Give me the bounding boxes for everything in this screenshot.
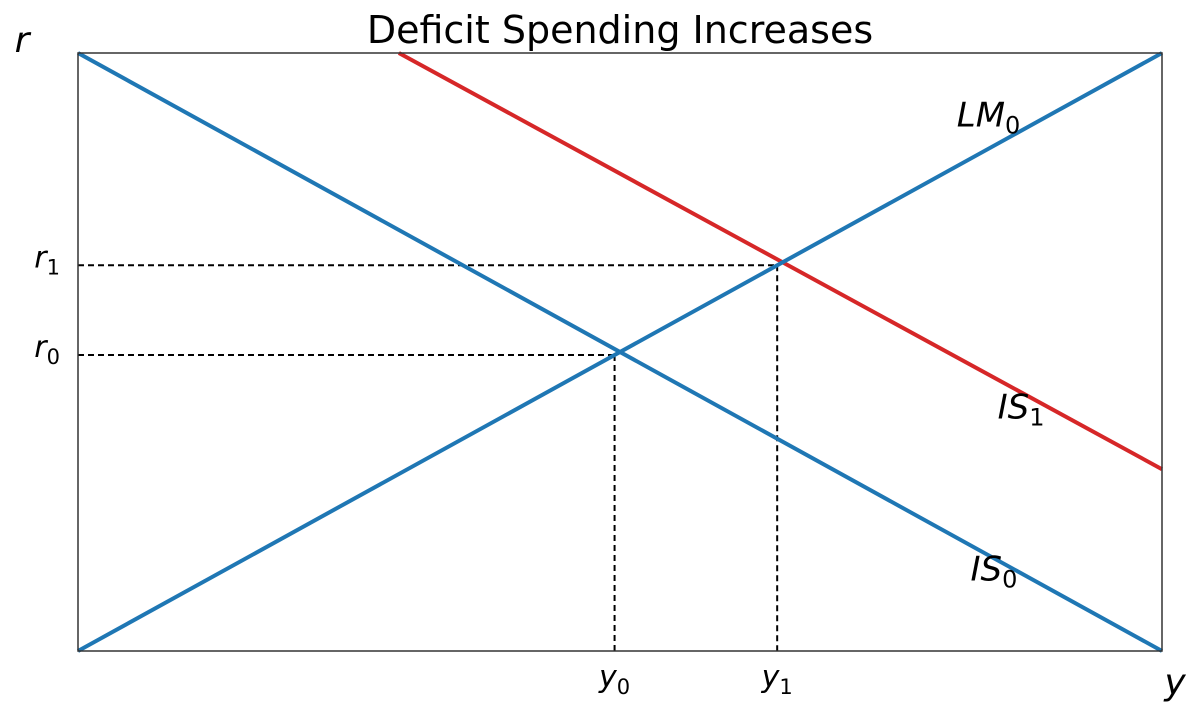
x-tick-label-y1: y1 [761, 660, 793, 699]
curve-label-is1: IS1 [998, 387, 1045, 431]
curve-lines [77, 51, 1163, 653]
y-tick-label-r1: r1 [34, 240, 60, 279]
y-tick-label-r0: r0 [34, 330, 60, 369]
plot-frame [77, 52, 1163, 652]
tick-labels: y0 r0 y1 r1 [34, 240, 792, 699]
y-axis-label: r [15, 20, 32, 61]
curve-label-lm0: LM0 [957, 96, 1021, 140]
series-line-is1 [397, 51, 1163, 471]
x-tick-label-y0: y0 [598, 660, 630, 699]
curve-label-is0: IS0 [971, 549, 1018, 593]
curve-labels: IS0 IS1 LM0 [957, 96, 1045, 594]
chart-title: Deficit Spending Increases [367, 8, 873, 52]
equilibrium-guide-lines [78, 264, 779, 651]
x-axis-label: y [1163, 662, 1186, 703]
series-line-lm0 [77, 51, 1163, 653]
